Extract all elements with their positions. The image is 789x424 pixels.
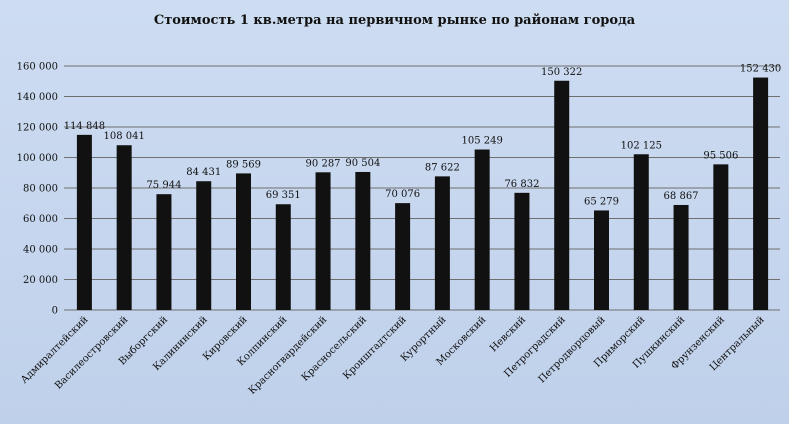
y-tick-label: 100 000 bbox=[17, 153, 58, 164]
bar bbox=[395, 203, 411, 310]
y-tick-label: 20 000 bbox=[23, 275, 58, 286]
bar bbox=[633, 154, 649, 310]
bar bbox=[236, 173, 251, 310]
y-tick-label: 40 000 bbox=[23, 245, 58, 256]
bar bbox=[315, 172, 331, 310]
data-label: 68 867 bbox=[664, 191, 699, 202]
data-label: 69 351 bbox=[266, 190, 301, 201]
bar bbox=[594, 210, 609, 310]
data-label: 70 076 bbox=[385, 189, 420, 200]
y-tick-label: 0 bbox=[52, 306, 58, 317]
y-tick-label: 60 000 bbox=[23, 214, 58, 225]
y-tick-label: 120 000 bbox=[17, 123, 58, 134]
data-label: 87 622 bbox=[425, 162, 460, 173]
bar bbox=[713, 164, 729, 310]
data-label: 102 125 bbox=[621, 140, 662, 151]
bar bbox=[673, 204, 689, 310]
bar bbox=[355, 171, 371, 310]
bar bbox=[434, 176, 450, 310]
data-label: 89 569 bbox=[226, 159, 261, 170]
bar bbox=[275, 204, 291, 310]
y-tick-label: 80 000 bbox=[23, 184, 58, 195]
bar bbox=[196, 181, 212, 310]
data-label: 152 430 bbox=[740, 64, 781, 75]
data-label: 76 832 bbox=[504, 179, 539, 190]
bar bbox=[156, 194, 172, 310]
data-label: 105 249 bbox=[461, 135, 502, 146]
data-label: 90 287 bbox=[306, 158, 341, 169]
data-label: 108 041 bbox=[103, 131, 144, 142]
data-label: 65 279 bbox=[584, 196, 619, 207]
x-category-label: Петродворцовый bbox=[537, 314, 608, 385]
bar bbox=[76, 134, 92, 310]
bar bbox=[474, 149, 490, 310]
data-label: 90 504 bbox=[345, 158, 380, 169]
bar bbox=[554, 80, 570, 311]
x-category-label: Василеостровский bbox=[53, 314, 130, 391]
bar bbox=[514, 192, 530, 310]
data-label: 95 506 bbox=[703, 150, 738, 161]
data-label: 150 322 bbox=[541, 67, 582, 78]
bar bbox=[116, 145, 132, 310]
chart-title: Стоимость 1 кв.метра на первичном рынке … bbox=[153, 13, 636, 28]
y-tick-label: 140 000 bbox=[17, 92, 58, 103]
bar bbox=[753, 77, 769, 310]
x-category-label: Невский bbox=[488, 314, 528, 354]
x-category-label: Красногвардейский bbox=[247, 314, 330, 397]
y-tick-label: 160 000 bbox=[17, 62, 58, 73]
x-category-label: Адмиралтейский bbox=[19, 314, 91, 386]
data-label: 114 848 bbox=[64, 121, 105, 132]
data-label: 75 944 bbox=[146, 180, 181, 191]
data-label: 84 431 bbox=[186, 167, 221, 178]
